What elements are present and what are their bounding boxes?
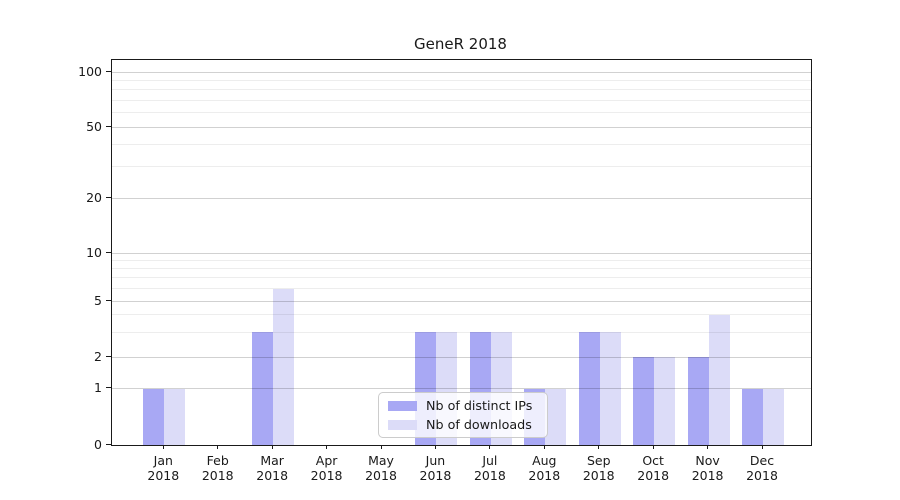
y-axis-tick-50 — [106, 125, 111, 127]
y-axis-tick-1 — [106, 387, 111, 388]
bar-downloads-sep — [599, 332, 621, 445]
gridline-8 — [112, 268, 811, 270]
bar-downloads-oct — [654, 357, 676, 445]
x-axis-tick-aug — [543, 445, 545, 449]
x-axis-year-label: 2018 — [365, 468, 397, 483]
y-axis-label-10: 10 — [86, 245, 102, 260]
gridline-6 — [112, 288, 811, 289]
x-axis-label-jul: Jul 2018 — [458, 453, 522, 483]
gridline-3 — [112, 331, 811, 333]
legend-entry-downloads: Nb of downloads — [387, 417, 539, 432]
x-axis-tick-apr — [326, 445, 328, 449]
y-axis-tick-0 — [106, 443, 111, 445]
x-axis-year-label: 2018 — [256, 468, 289, 483]
bar-distinct-ips-jan — [143, 388, 165, 445]
gridline-50 — [112, 126, 811, 128]
x-axis-year-label: 2018 — [746, 468, 778, 483]
gridline-5 — [112, 300, 811, 302]
x-axis-label-may: May 2018 — [349, 453, 413, 483]
x-axis-tick-dec — [761, 445, 763, 449]
gridline-20 — [112, 198, 811, 199]
legend-entry-distinct-ips: Nb of distinct IPs — [387, 398, 539, 413]
x-axis-year-label: 2018 — [419, 468, 452, 483]
y-axis-tick-2 — [106, 355, 111, 357]
x-axis-year-label: 2018 — [147, 468, 180, 483]
x-axis-tick-jun — [434, 445, 436, 449]
bar-distinct-ips-mar — [252, 332, 274, 445]
gridline-9 — [112, 260, 811, 262]
x-axis-tick-jul — [489, 445, 491, 449]
gridline-4 — [112, 314, 811, 316]
y-axis-label-2: 2 — [94, 348, 102, 364]
x-axis-label-oct: Oct 2018 — [621, 453, 685, 483]
x-axis-label-jun: Jun 2018 — [403, 453, 467, 483]
y-axis-tick-100 — [106, 70, 111, 72]
y-axis-tick-5 — [106, 299, 111, 301]
gridline-7 — [112, 277, 811, 279]
x-axis-label-feb: Feb 2018 — [186, 453, 250, 483]
bar-distinct-ips-dec — [742, 388, 764, 445]
gridline-30 — [112, 166, 811, 168]
x-axis-year-label: 2018 — [528, 468, 561, 483]
gridline-80 — [112, 89, 811, 91]
legend-swatch-downloads — [388, 419, 417, 430]
bar-distinct-ips-sep — [578, 332, 600, 445]
legend-label-distinct-ips: Nb of distinct IPs — [426, 398, 533, 413]
y-axis-label-100: 100 — [78, 63, 102, 79]
x-axis-year-label: 2018 — [582, 468, 615, 483]
legend-label-downloads: Nb of downloads — [426, 417, 532, 432]
x-axis-year-label: 2018 — [310, 468, 343, 483]
x-axis-tick-oct — [652, 445, 654, 449]
x-axis-tick-nov — [707, 445, 709, 449]
chart-title: GeneR 2018 — [414, 35, 507, 53]
legend-swatch-distinct-ips — [388, 400, 417, 411]
gridline-40 — [112, 143, 811, 145]
bar-downloads-nov — [708, 314, 730, 445]
y-axis-label-20: 20 — [86, 190, 102, 205]
x-axis-tick-feb — [217, 445, 219, 449]
x-axis-tick-jan — [162, 445, 164, 449]
bar-downloads-jan — [164, 388, 186, 445]
gridline-60 — [112, 112, 811, 114]
y-axis-label-5: 5 — [94, 292, 102, 308]
x-axis-year-label: 2018 — [473, 468, 506, 483]
bar-distinct-ips-oct — [633, 357, 655, 445]
bar-downloads-dec — [763, 388, 785, 445]
gridline-90 — [112, 79, 811, 81]
gridline-10 — [112, 253, 811, 254]
legend: Nb of distinct IPs Nb of downloads — [378, 392, 548, 438]
y-axis-tick-20 — [106, 197, 111, 198]
x-axis-tick-sep — [598, 445, 600, 449]
x-axis-year-label: 2018 — [201, 468, 234, 483]
x-axis-tick-may — [380, 445, 382, 449]
x-axis-label-aug: Aug 2018 — [512, 453, 576, 483]
bar-distinct-ips-nov — [687, 357, 709, 445]
gridline-70 — [112, 99, 811, 101]
x-axis-label-sep: Sep 2018 — [567, 453, 631, 483]
y-axis-label-1: 1 — [94, 380, 102, 395]
plot-area: Nb of distinct IPs Nb of downloads — [111, 59, 812, 446]
x-axis-tick-mar — [271, 445, 273, 449]
x-axis-year-label: 2018 — [691, 468, 724, 483]
gridline-100 — [112, 71, 811, 73]
y-axis-label-50: 50 — [86, 118, 102, 134]
x-axis-label-mar: Mar 2018 — [240, 453, 304, 483]
x-axis-label-nov: Nov 2018 — [676, 453, 740, 483]
x-axis-label-jan: Jan 2018 — [131, 453, 195, 483]
y-axis-tick-10 — [106, 252, 111, 253]
y-axis-label-0: 0 — [94, 436, 102, 452]
bar-downloads-aug — [545, 388, 567, 445]
x-axis-year-label: 2018 — [637, 468, 670, 483]
bar-downloads-mar — [273, 288, 295, 445]
x-axis-label-dec: Dec 2018 — [730, 453, 794, 483]
x-axis-label-apr: Apr 2018 — [295, 453, 359, 483]
